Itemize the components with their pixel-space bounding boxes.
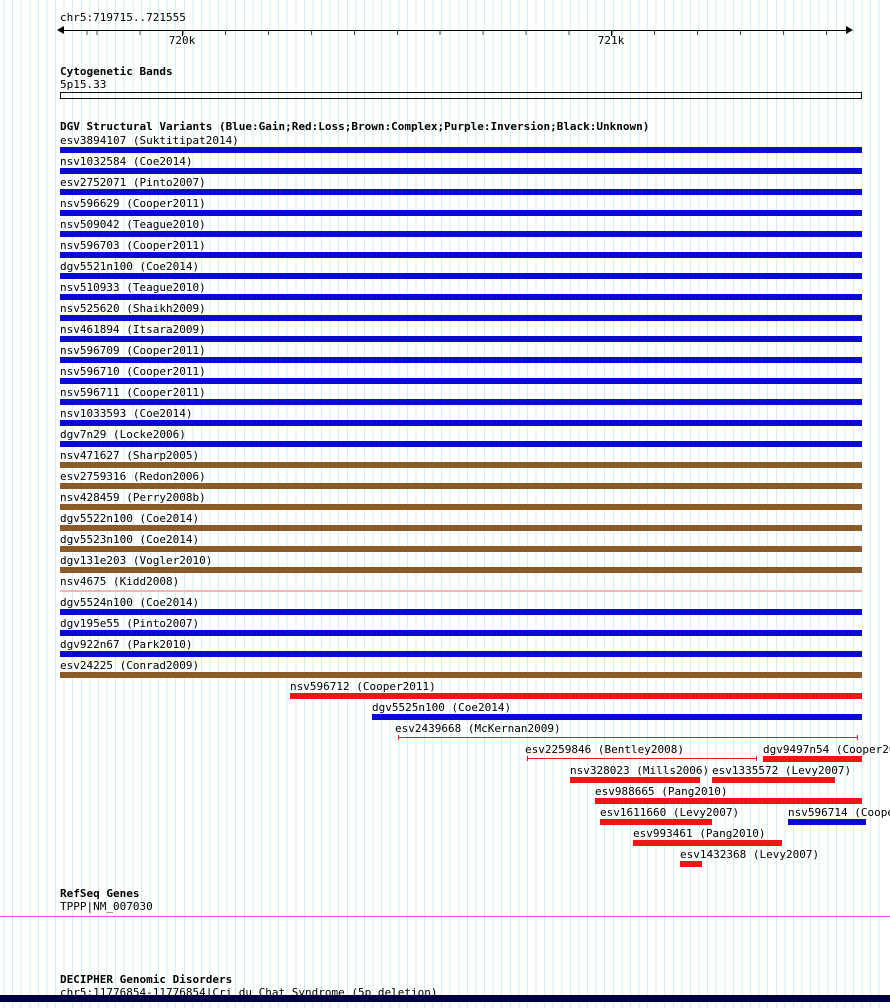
variant-label[interactable]: nsv1033593 (Coe2014) xyxy=(60,407,193,420)
variant-label[interactable]: nsv1032584 (Coe2014) xyxy=(60,155,193,168)
variant-label[interactable]: dgv5522n100 (Coe2014) xyxy=(60,512,200,525)
variant-label[interactable]: esv993461 (Pang2010) xyxy=(633,827,766,840)
ruler-minor-ticks xyxy=(64,31,846,35)
section-title-decipher: DECIPHER Genomic Disorders xyxy=(60,973,233,986)
variant-label[interactable]: nsv328023 (Mills2006) xyxy=(570,764,710,777)
variant-label[interactable]: esv24225 (Conrad2009) xyxy=(60,659,200,672)
variant-bar[interactable] xyxy=(763,756,862,762)
variant-label[interactable]: dgv5525n100 (Coe2014) xyxy=(372,701,512,714)
region-title: chr5:719715..721555 xyxy=(60,11,186,24)
variant-bar[interactable] xyxy=(60,567,862,573)
refseq-gene-label: TPPP|NM_007030 xyxy=(60,900,153,913)
variant-bar[interactable] xyxy=(60,210,862,216)
ruler-tick-label: 721k xyxy=(597,34,625,47)
variant-bar[interactable] xyxy=(60,378,862,384)
variant-bar[interactable] xyxy=(595,798,862,804)
variant-bar[interactable] xyxy=(60,399,862,405)
variant-label[interactable]: dgv5523n100 (Coe2014) xyxy=(60,533,200,546)
variant-label[interactable]: esv2752071 (Pinto2007) xyxy=(60,176,206,189)
variant-label[interactable]: nsv461894 (Itsara2009) xyxy=(60,323,206,336)
refseq-gene-line[interactable] xyxy=(0,916,890,917)
variant-bar[interactable] xyxy=(60,273,862,279)
variant-label[interactable]: nsv596714 (Cooper2011) xyxy=(788,806,890,819)
scroll-left-arrow[interactable] xyxy=(57,26,64,34)
variant-label[interactable]: esv2439668 (McKernan2009) xyxy=(395,722,561,735)
decipher-bar[interactable] xyxy=(0,995,890,1002)
variant-label[interactable]: esv3894107 (Suktitipat2014) xyxy=(60,134,239,147)
variant-label[interactable]: nsv596710 (Cooper2011) xyxy=(60,365,206,378)
variant-bar[interactable] xyxy=(570,777,700,783)
variant-bar[interactable] xyxy=(60,147,862,153)
variant-bar[interactable] xyxy=(60,420,862,426)
variant-bar[interactable] xyxy=(527,756,757,761)
variant-label[interactable]: esv2759316 (Redon2006) xyxy=(60,470,206,483)
variant-bar[interactable] xyxy=(372,714,862,720)
variant-label[interactable]: esv1611660 (Levy2007) xyxy=(600,806,740,819)
variant-bar[interactable] xyxy=(712,777,835,783)
variant-label[interactable]: dgv9497n54 (Cooper2011) xyxy=(763,743,890,756)
section-title-refseq: RefSeq Genes xyxy=(60,887,140,900)
variant-bar[interactable] xyxy=(60,525,862,531)
variant-bar[interactable] xyxy=(60,336,862,342)
variant-label[interactable]: dgv922n67 (Park2010) xyxy=(60,638,193,651)
cytoband-label: 5p15.33 xyxy=(60,78,107,91)
variant-bar[interactable] xyxy=(60,590,862,592)
variant-bar[interactable] xyxy=(60,357,862,363)
variant-label[interactable]: nsv510933 (Teague2010) xyxy=(60,281,206,294)
variant-bar[interactable] xyxy=(60,462,862,468)
variant-label[interactable]: nsv596703 (Cooper2011) xyxy=(60,239,206,252)
variant-label[interactable]: nsv596712 (Cooper2011) xyxy=(290,680,436,693)
variant-label[interactable]: esv1335572 (Levy2007) xyxy=(712,764,852,777)
variant-bar[interactable] xyxy=(60,504,862,510)
variant-bar[interactable] xyxy=(633,840,782,846)
variant-bar[interactable] xyxy=(60,630,862,636)
variant-bar[interactable] xyxy=(60,651,862,657)
scroll-right-arrow[interactable] xyxy=(846,26,853,34)
variant-label[interactable]: dgv7n29 (Locke2006) xyxy=(60,428,186,441)
ruler-tick xyxy=(182,30,183,36)
variant-bar[interactable] xyxy=(290,693,862,699)
variant-bar[interactable] xyxy=(60,672,862,678)
variant-label[interactable]: nsv471627 (Sharp2005) xyxy=(60,449,200,462)
variant-label[interactable]: nsv525620 (Shaikh2009) xyxy=(60,302,206,315)
variant-label[interactable]: nsv596709 (Cooper2011) xyxy=(60,344,206,357)
variant-bar[interactable] xyxy=(680,861,702,867)
cytoband-rect[interactable] xyxy=(60,92,862,99)
variant-bar[interactable] xyxy=(60,483,862,489)
variant-label[interactable]: esv1432368 (Levy2007) xyxy=(680,848,820,861)
section-title-cytobands: Cytogenetic Bands xyxy=(60,65,173,78)
variant-bar[interactable] xyxy=(60,231,862,237)
variant-bar[interactable] xyxy=(60,168,862,174)
variant-bar[interactable] xyxy=(60,546,862,552)
variant-label[interactable]: dgv131e203 (Vogler2010) xyxy=(60,554,213,567)
variant-label[interactable]: nsv596711 (Cooper2011) xyxy=(60,386,206,399)
ruler-line xyxy=(64,30,846,31)
variant-bar[interactable] xyxy=(60,609,862,615)
variant-label[interactable]: nsv4675 (Kidd2008) xyxy=(60,575,180,588)
variant-bar[interactable] xyxy=(60,294,862,300)
variant-label[interactable]: esv2259846 (Bentley2008) xyxy=(525,743,684,756)
ruler-tick-label: 720k xyxy=(168,34,196,47)
variant-label[interactable]: dgv5521n100 (Coe2014) xyxy=(60,260,200,273)
variant-label[interactable]: nsv596629 (Cooper2011) xyxy=(60,197,206,210)
variant-bar[interactable] xyxy=(788,819,866,825)
variant-bar[interactable] xyxy=(60,315,862,321)
variant-bar[interactable] xyxy=(60,252,862,258)
section-title-dgv: DGV Structural Variants (Blue:Gain;Red:L… xyxy=(60,120,650,133)
variant-label[interactable]: dgv195e55 (Pinto2007) xyxy=(60,617,200,630)
variant-bar[interactable] xyxy=(60,189,862,195)
variant-label[interactable]: dgv5524n100 (Coe2014) xyxy=(60,596,200,609)
variant-label[interactable]: esv988665 (Pang2010) xyxy=(595,785,728,798)
variant-label[interactable]: nsv428459 (Perry2008b) xyxy=(60,491,206,504)
ruler-tick xyxy=(611,30,612,36)
variant-label[interactable]: nsv509042 (Teague2010) xyxy=(60,218,206,231)
variant-bar[interactable] xyxy=(60,441,862,447)
variant-bar[interactable] xyxy=(600,819,712,825)
variant-bar[interactable] xyxy=(398,735,858,740)
